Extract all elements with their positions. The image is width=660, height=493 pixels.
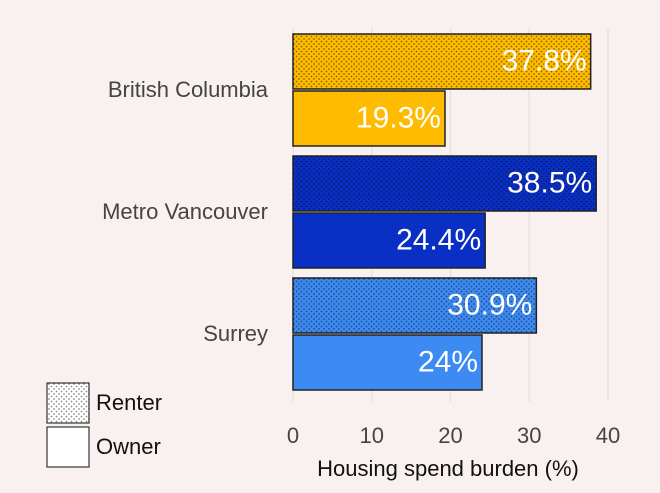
legend-swatch [46,426,90,468]
value-label: 19.3% [356,101,441,134]
bar-pattern [293,34,591,89]
legend-swatch-pattern [47,383,89,423]
bar [292,212,486,269]
x-tick-label: 40 [596,423,620,448]
x-tick-label: 0 [287,423,299,448]
value-label: 24.4% [396,223,481,256]
x-tick-label: 20 [438,423,462,448]
category-label: Metro Vancouver [102,199,268,224]
value-label: 37.8% [502,44,587,77]
bar-pattern [293,278,537,333]
value-label: 38.5% [507,166,592,199]
x-tick-label: 10 [360,423,384,448]
bar [292,90,446,147]
legend-label: Renter [96,390,162,415]
value-label: 30.9% [447,288,532,321]
category-label: Surrey [203,321,268,346]
category-label: British Columbia [108,77,269,102]
bar-pattern [293,156,597,211]
x-tick-label: 30 [517,423,541,448]
bars [292,33,597,391]
bar [292,334,483,391]
legend-label: Owner [96,434,161,459]
x-axis-label: Housing spend burden (%) [317,456,579,481]
value-label: 24% [418,345,478,378]
